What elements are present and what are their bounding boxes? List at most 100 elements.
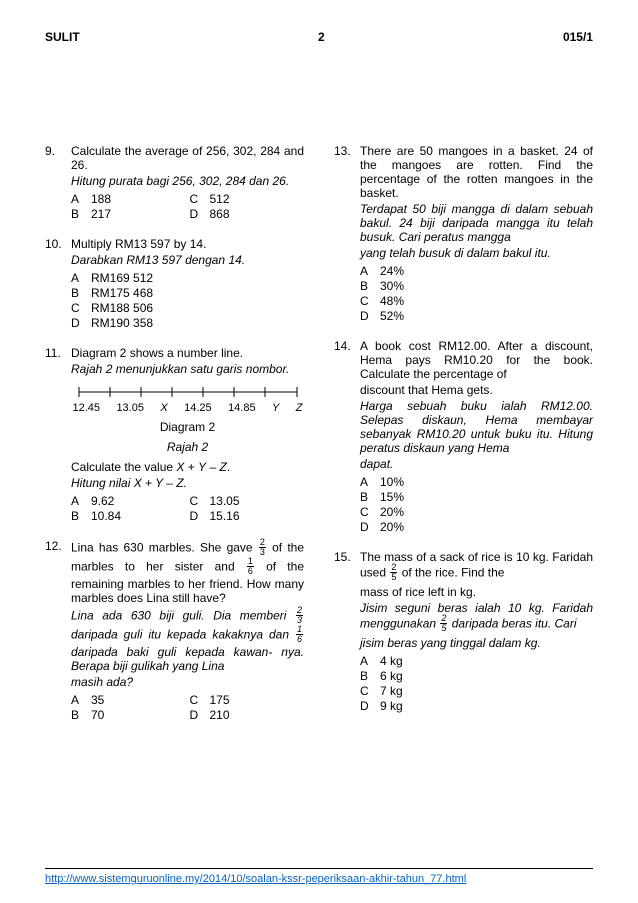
q9-ms: Hitung purata bagi 256, 302, 284 dan 26.	[71, 174, 304, 188]
right-column: 13. There are 50 mangoes in a basket. 24…	[334, 144, 593, 738]
q9-c: 512	[210, 192, 305, 206]
opt-label: B	[360, 490, 376, 504]
q9-a: 188	[91, 192, 186, 206]
q11-b: 10.84	[91, 509, 186, 523]
opt-label: C	[190, 693, 206, 707]
q12-ms-2: daripada guli itu kepada kakaknya dan	[71, 628, 295, 642]
opt-label: C	[190, 494, 206, 508]
q15-c: 7 kg	[380, 684, 593, 698]
fraction-icon: 25	[390, 563, 397, 582]
tick-label: 14.85	[228, 402, 256, 414]
q15-b: 6 kg	[380, 669, 593, 683]
opt-label: D	[71, 316, 87, 330]
q12-en: Lina has 630 marbles. She gave 23 of the…	[71, 539, 304, 605]
q10-c: RM188 506	[91, 301, 304, 315]
q12-a: 35	[91, 693, 186, 707]
page-header: SULIT 2 015/1	[45, 30, 593, 44]
q15-ms: Jisim seguni beras ialah 10 kg. Faridah …	[360, 601, 593, 634]
frac-den: 5	[440, 624, 447, 633]
q15-body: The mass of a sack of rice is 10 kg. Far…	[360, 550, 593, 713]
opt-label: B	[71, 286, 87, 300]
q11-c: 13.05	[210, 494, 305, 508]
opt-label: C	[360, 684, 376, 698]
q15-d: 9 kg	[380, 699, 593, 713]
q9-en: Calculate the average of 256, 302, 284 a…	[71, 144, 304, 172]
q14-ms1: Harga sebuah buku ialah RM12.00. Selepas…	[360, 399, 593, 455]
q14-d: 20%	[380, 520, 593, 534]
numberline-labels: 12.45 13.05 X 14.25 14.85 Y Z	[73, 402, 303, 414]
question-14: 14. A book cost RM12.00. After a discoun…	[334, 339, 593, 534]
q12-b: 70	[91, 708, 186, 722]
fraction-icon: 23	[296, 606, 303, 625]
question-12: 12. Lina has 630 marbles. She gave 23 of…	[45, 539, 304, 722]
q9-b: 217	[91, 207, 186, 221]
q12-en-1: Lina has 630 marbles. She gave	[71, 541, 258, 555]
q15-number: 15.	[334, 550, 360, 713]
fraction-icon: 16	[247, 557, 254, 576]
q14-b: 15%	[380, 490, 593, 504]
header-right: 015/1	[563, 30, 593, 44]
opt-label: A	[71, 192, 87, 206]
opt-label: D	[360, 520, 376, 534]
q15-en: The mass of a sack of rice is 10 kg. Far…	[360, 550, 593, 583]
opt-label: B	[71, 207, 87, 221]
q10-number: 10.	[45, 237, 71, 330]
q12-options: A 35 C 175 B 70 D 210	[71, 693, 304, 722]
footer-link[interactable]: http://www.sistemguruonline.my/2014/10/s…	[45, 873, 466, 885]
q13-b: 30%	[380, 279, 593, 293]
opt-label: B	[360, 669, 376, 683]
opt-label: D	[360, 699, 376, 713]
tick-label: Y	[272, 402, 279, 414]
tick-label: 12.45	[73, 402, 101, 414]
q11-en2: Calculate the value X + Y – Z.	[71, 460, 304, 474]
opt-label: C	[190, 192, 206, 206]
opt-label: D	[190, 207, 206, 221]
left-column: 9. Calculate the average of 256, 302, 28…	[45, 144, 304, 738]
q10-en: Multiply RM13 597 by 14.	[71, 237, 304, 251]
header-center: 2	[318, 30, 325, 44]
opt-label: D	[190, 708, 206, 722]
opt-label: A	[71, 271, 87, 285]
opt-label: D	[190, 509, 206, 523]
fraction-icon: 25	[440, 614, 447, 633]
q15-ms-3: jisim beras yang tinggal dalam kg.	[360, 636, 593, 650]
q13-body: There are 50 mangoes in a basket. 24 of …	[360, 144, 593, 323]
q11-ms: Rajah 2 menunjukkan satu garis nombor.	[71, 362, 304, 376]
diagram-caption-en: Diagram 2	[71, 420, 304, 434]
question-10: 10. Multiply RM13 597 by 14. Darabkan RM…	[45, 237, 304, 330]
q14-en2: discount that Hema gets.	[360, 383, 593, 397]
content-columns: 9. Calculate the average of 256, 302, 28…	[45, 144, 593, 738]
q9-body: Calculate the average of 256, 302, 284 a…	[71, 144, 304, 221]
q12-d: 210	[210, 708, 305, 722]
q14-body: A book cost RM12.00. After a discount, H…	[360, 339, 593, 534]
question-9: 9. Calculate the average of 256, 302, 28…	[45, 144, 304, 221]
q10-b: RM175 468	[91, 286, 304, 300]
q12-body: Lina has 630 marbles. She gave 23 of the…	[71, 539, 304, 722]
q12-number: 12.	[45, 539, 71, 722]
q9-options: A188 C512 B217 D868	[71, 192, 304, 221]
opt-label: A	[360, 654, 376, 668]
tick-label: Z	[296, 402, 303, 414]
tick-label: 14.25	[184, 402, 212, 414]
q12-ms-3: daripada baki guli kepada kawan- nya. Be…	[71, 645, 304, 673]
q10-a: RM169 512	[91, 271, 304, 285]
opt-label: A	[71, 494, 87, 508]
q9-number: 9.	[45, 144, 71, 221]
q14-a: 10%	[380, 475, 593, 489]
footer: http://www.sistemguruonline.my/2014/10/s…	[45, 868, 593, 885]
opt-label: B	[71, 509, 87, 523]
q10-d: RM190 358	[91, 316, 304, 330]
fraction-icon: 16	[296, 625, 303, 644]
opt-label: C	[360, 294, 376, 308]
q13-a: 24%	[380, 264, 593, 278]
q14-ms2: dapat.	[360, 457, 593, 471]
q12-c: 175	[210, 693, 305, 707]
opt-label: A	[71, 693, 87, 707]
fraction-icon: 23	[259, 538, 266, 557]
frac-den: 5	[390, 573, 397, 582]
q15-en-2: of the rice. Find the	[398, 566, 504, 580]
q12-ms-1: Lina ada 630 biji guli. Dia memberi	[71, 609, 295, 623]
opt-label: B	[71, 708, 87, 722]
frac-den: 6	[247, 567, 254, 576]
q12-ms-4: masih ada?	[71, 675, 304, 689]
